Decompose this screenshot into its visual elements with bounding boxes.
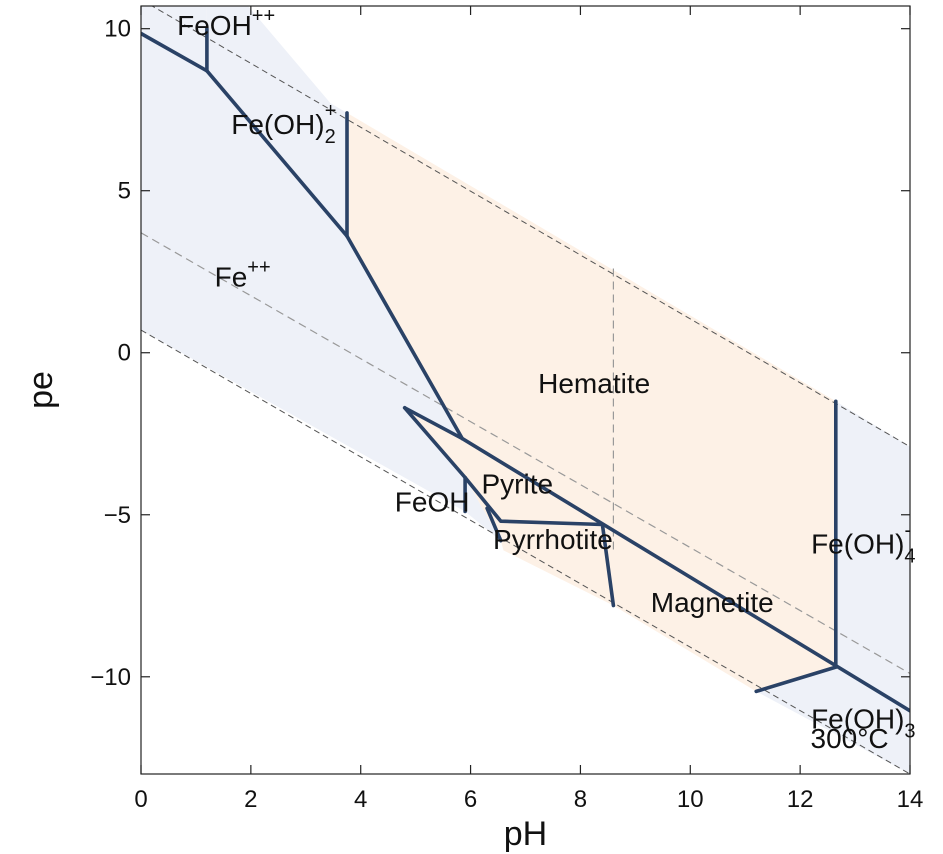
region-fill-2 [141, 33, 466, 512]
region-label: Fe(OH)4- [811, 520, 915, 568]
plot-frame [140, 5, 911, 775]
region-fill-0 [141, 6, 207, 71]
x-tick-label: 10 [677, 786, 704, 813]
region-label: Magnetite [651, 587, 774, 618]
phase-boundaries [141, 26, 910, 713]
x-tick-label: 4 [354, 786, 367, 813]
region-fill-4 [404, 407, 603, 541]
region-label: Pyrite [481, 469, 553, 500]
region-label: Fe++ [215, 256, 271, 292]
x-tick-label: 14 [897, 786, 924, 813]
region-label: Fe(OH)3 [811, 704, 915, 743]
region-fill-7 [602, 524, 836, 692]
x-tick-label: 2 [244, 786, 257, 813]
y-axis-title: pe [22, 371, 60, 409]
region-label: Hematite [538, 368, 650, 399]
boundary-line-6 [485, 506, 503, 543]
region-label: Fe(OH)2+ [231, 100, 336, 148]
region-fill-1 [206, 6, 347, 237]
boundary-line-4 [402, 405, 616, 608]
y-tick-label: 5 [118, 178, 131, 205]
x-tick-label: 8 [574, 786, 587, 813]
y-tick-label: 10 [104, 16, 131, 43]
boundary-line-3 [402, 405, 910, 713]
y-tick-label: 0 [118, 340, 131, 367]
x-tick-label: 12 [787, 786, 814, 813]
region-fill-8 [835, 401, 910, 711]
region-label: FeOH [395, 487, 470, 518]
water-line-2 [141, 232, 910, 675]
region-fills [141, 6, 910, 774]
x-tick-label: 0 [134, 786, 147, 813]
region-label: FeOH++ [177, 5, 275, 41]
water-line-1 [141, 329, 910, 774]
y-tick-label: −5 [104, 502, 131, 529]
temperature-label: 300°C [811, 723, 889, 754]
axis-ticks: 0 2 4 6 8 10 12 14 10 5 0 −5 −10 [90, 6, 923, 813]
region-fill-3 [347, 112, 836, 668]
y-tick-label: −10 [90, 664, 131, 691]
boundary-line-8 [754, 665, 838, 694]
region-fill-9 [756, 667, 910, 774]
water-line-0 [151, 6, 910, 448]
x-tick-label: 6 [464, 786, 477, 813]
region-fill-5 [465, 477, 501, 541]
x-axis-title: pH [504, 815, 547, 853]
water-stability-lines [141, 6, 910, 774]
boundary-line-0 [141, 31, 465, 441]
region-label: Pyrrhotite [493, 524, 613, 555]
region-labels: FeOH++ Fe(OH)2+ Fe++ Hematite Pyrite FeOH Pyrr… [177, 5, 915, 742]
region-fill-6 [500, 524, 614, 606]
